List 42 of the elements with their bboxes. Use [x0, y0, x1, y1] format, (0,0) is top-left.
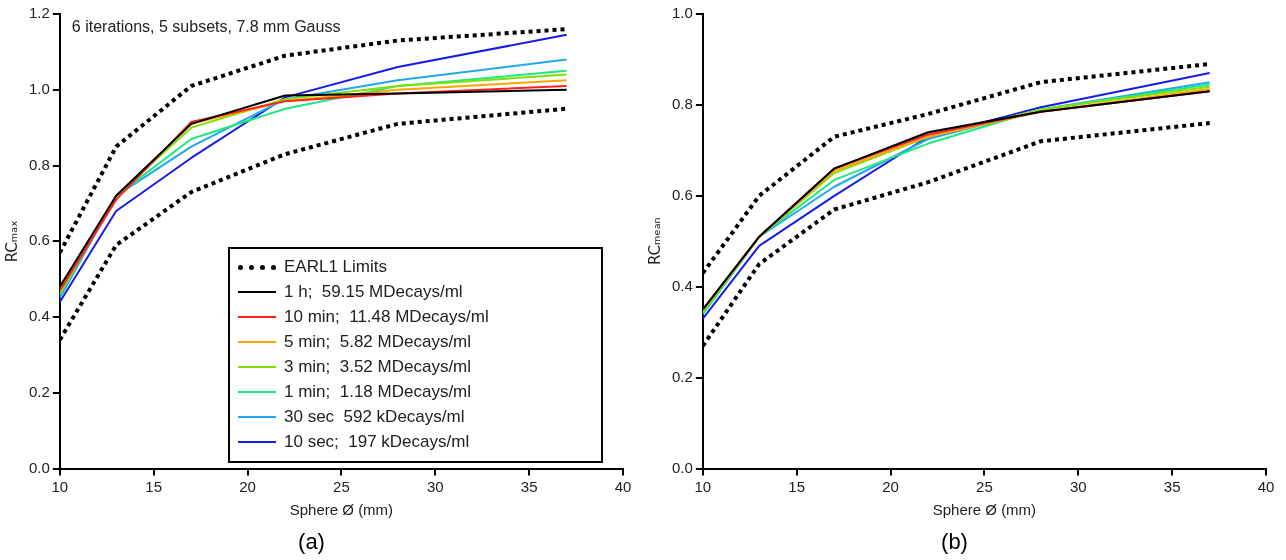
x-tick-label: 35: [520, 477, 538, 495]
legend-label: 5 min; 5.82 MDecays/ml: [284, 332, 472, 353]
text: (b): [941, 528, 968, 554]
x-tick-label: 15: [788, 477, 806, 495]
y-tick-label: 0.2: [28, 382, 50, 400]
y-tick-label: 1.2: [28, 4, 50, 22]
legend-label: 1 h; 59.15 MDecays/ml: [284, 282, 463, 303]
x-tick-label: 25: [976, 477, 993, 495]
text: (a): [298, 528, 325, 554]
y-tick-label: 0.6: [28, 231, 50, 249]
legend-label: 30 sec 592 kDecays/ml: [284, 407, 465, 428]
legend-label: 1 min; 1.18 MDecays/ml: [284, 382, 472, 403]
x-tick-label: 30: [1069, 477, 1087, 495]
y-tick-label: 0.8: [671, 95, 693, 113]
legend-label: 10 min; 11.48 MDecays/ml: [284, 307, 489, 328]
x-tick-label: 10: [694, 477, 712, 495]
y-tick-label: 1.0: [28, 79, 50, 97]
y-tick-label: 0.4: [671, 276, 693, 294]
legend-label: 10 sec; 197 kDecays/ml: [284, 432, 470, 453]
x-tick-label: 30: [426, 477, 444, 495]
y-axis-title: RCₘₑₐₙ: [645, 217, 664, 266]
legend-label: EARL1 Limits: [284, 257, 387, 278]
y-tick-label: 0.8: [28, 155, 50, 173]
x-axis-title: Sphere Ø (mm): [289, 500, 394, 518]
y-tick-label: 0.0: [671, 458, 693, 476]
x-tick-label: 20: [239, 477, 256, 495]
y-tick-label: 0.2: [671, 367, 693, 385]
y-tick-label: 1.0: [671, 4, 693, 22]
y-tick-label: 0.6: [671, 185, 693, 203]
legend-label: 3 min; 3.52 MDecays/ml: [284, 357, 472, 378]
x-tick-label: 10: [51, 477, 69, 495]
x-tick-label: 20: [882, 477, 899, 495]
x-axis-title: Sphere Ø (mm): [932, 500, 1037, 518]
x-tick-label: 40: [1257, 477, 1275, 495]
x-tick-label: 40: [614, 477, 632, 495]
y-tick-label: 0.0: [28, 458, 50, 476]
y-tick-label: 0.4: [28, 307, 50, 325]
annotation: 6 iterations, 5 subsets, 7.8 mm Gauss: [71, 18, 341, 36]
y-axis-title: RCₘₐₓ: [2, 220, 21, 263]
x-tick-label: 25: [333, 477, 350, 495]
x-tick-label: 35: [1163, 477, 1181, 495]
x-tick-label: 15: [145, 477, 163, 495]
